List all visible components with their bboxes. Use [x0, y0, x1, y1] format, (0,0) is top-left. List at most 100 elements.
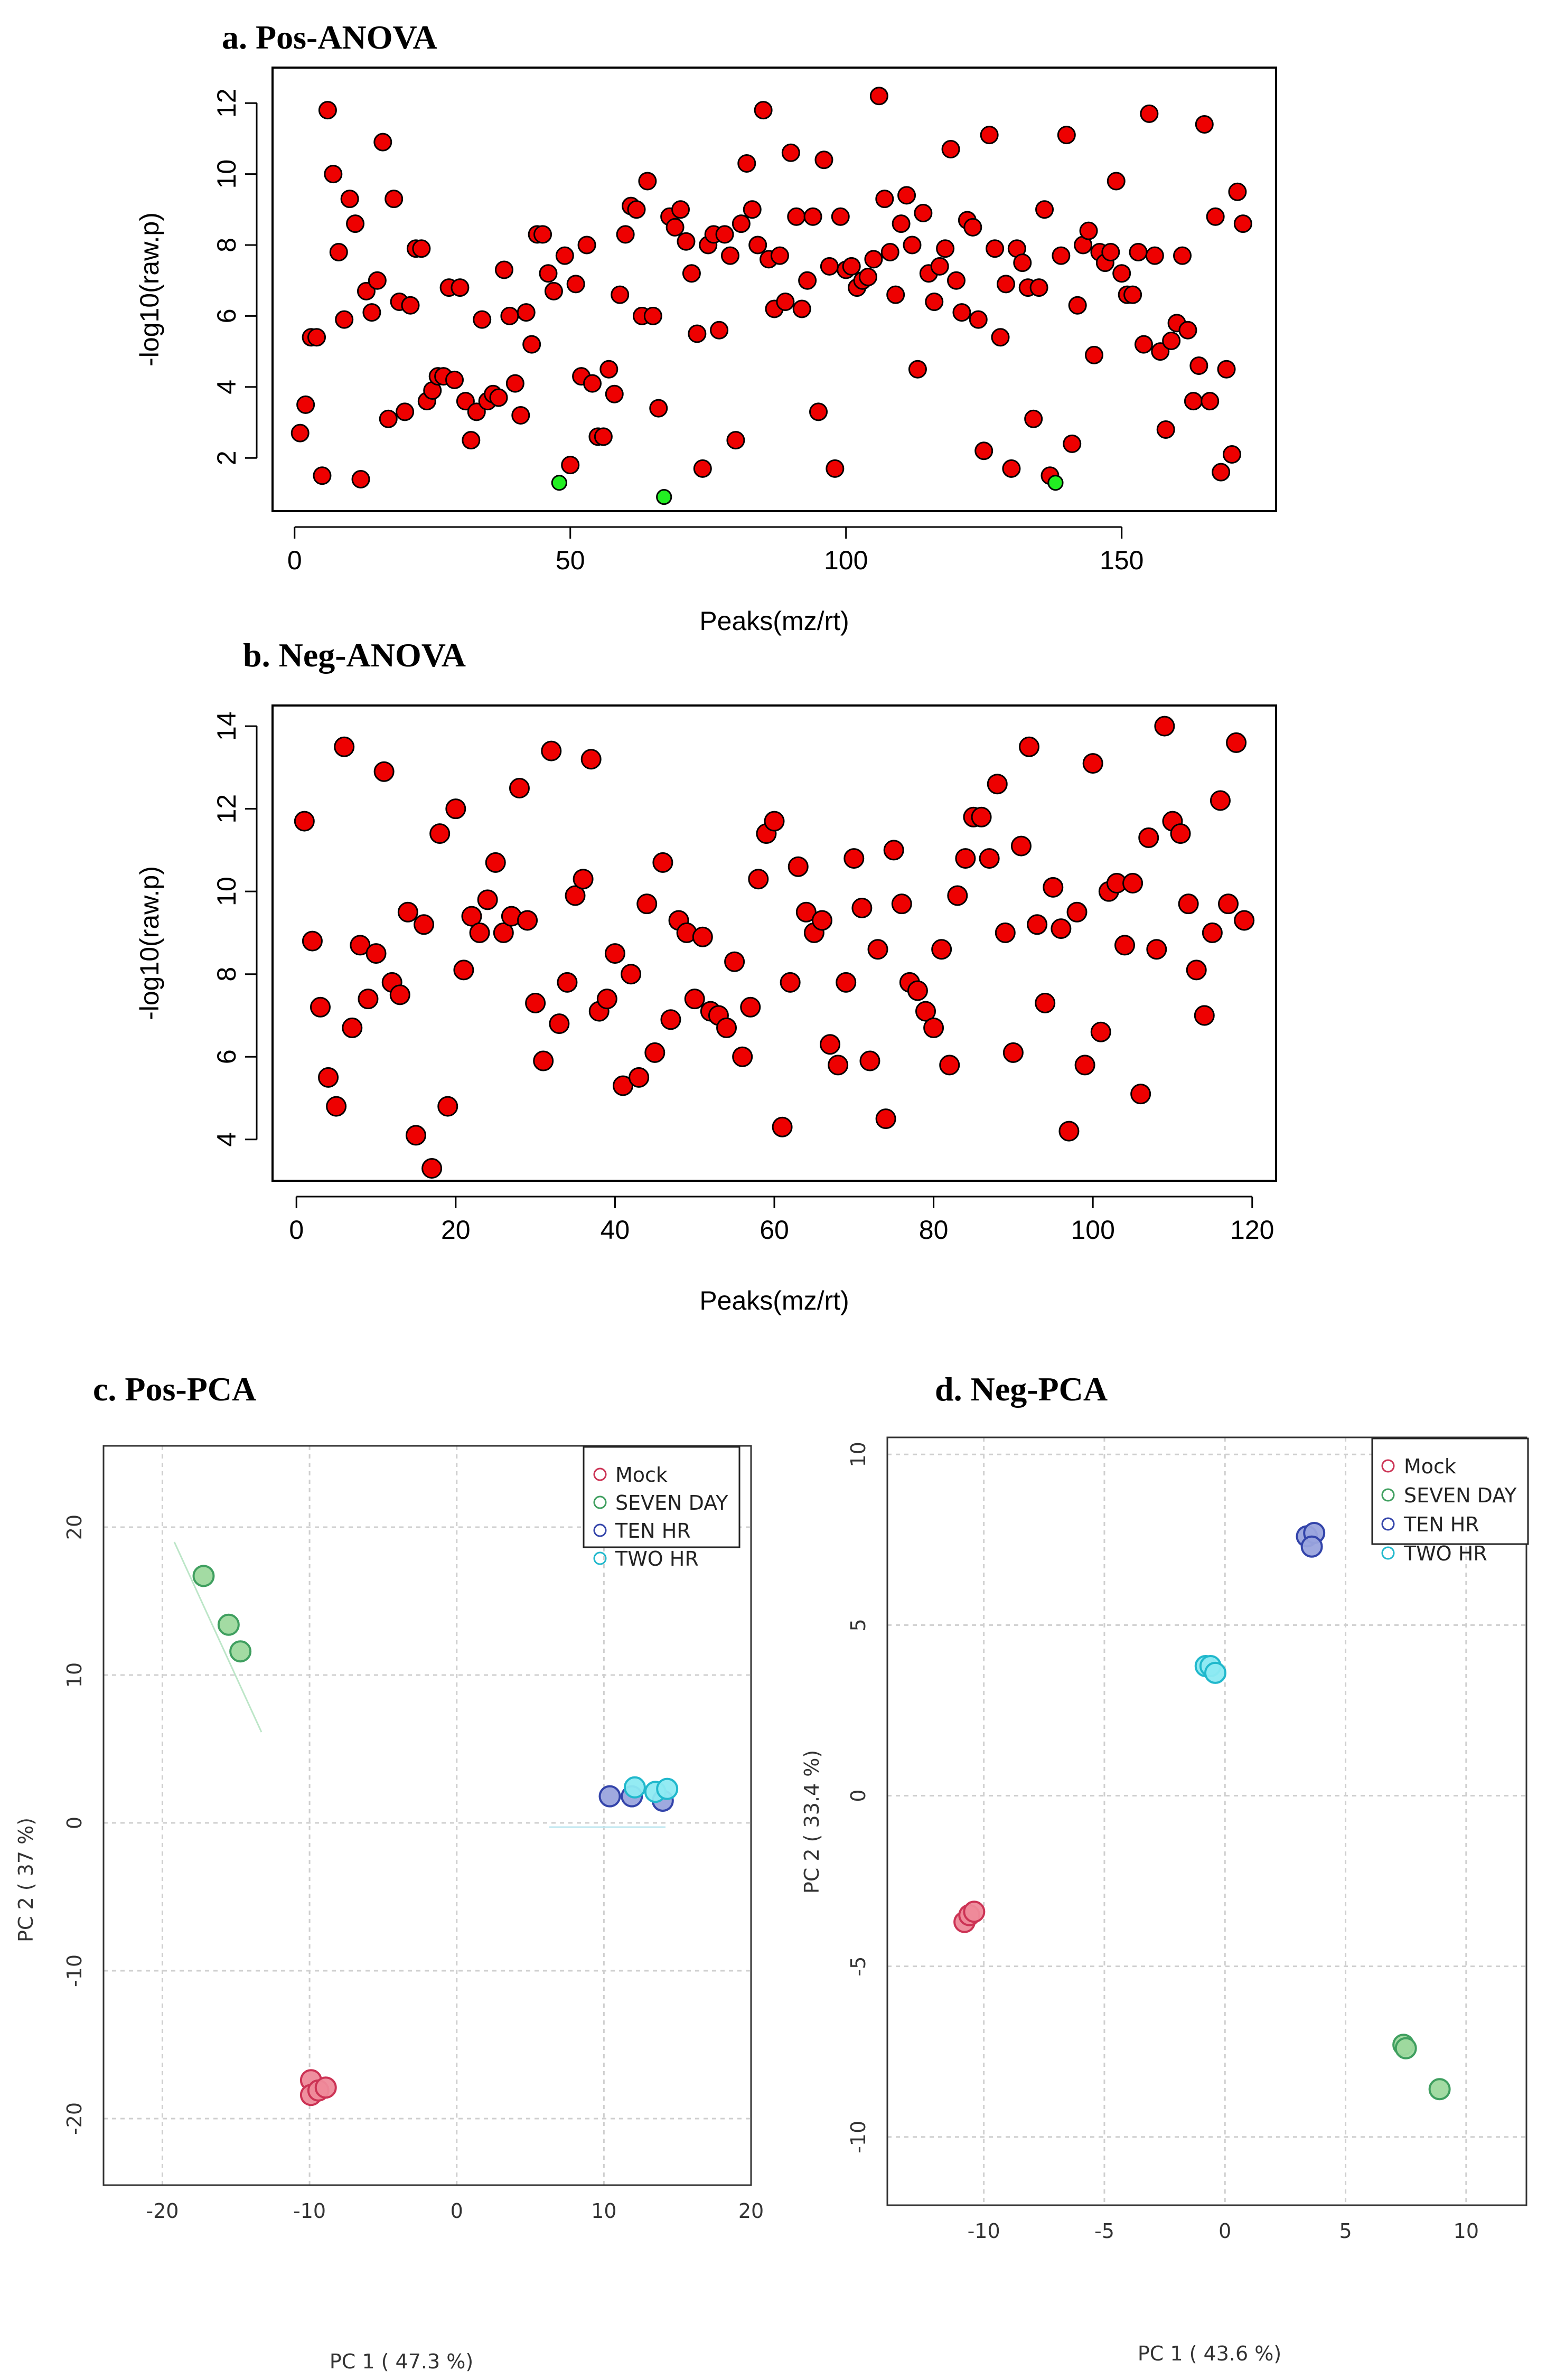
- panel-c-legend-seven-day: SEVEN DAY: [615, 1491, 728, 1514]
- data-point: [692, 926, 713, 947]
- data-point: [671, 200, 690, 219]
- data-point: [451, 278, 470, 297]
- data-point: [859, 1050, 880, 1071]
- data-point: [715, 225, 734, 244]
- pca-point-seven-day: [1394, 2037, 1417, 2059]
- data-point: [1154, 716, 1175, 737]
- panel-b-x-tick-label: 60: [760, 1215, 789, 1245]
- data-point: [1084, 345, 1103, 364]
- data-point: [611, 285, 630, 304]
- data-point: [693, 459, 712, 478]
- data-point: [726, 431, 745, 450]
- data-point: [716, 1017, 737, 1038]
- data-point: [594, 427, 613, 446]
- data-point: [897, 186, 916, 205]
- data-point: [980, 126, 999, 145]
- data-point: [1234, 910, 1255, 931]
- data-point: [557, 972, 578, 993]
- panel-d-legend: Mock SEVEN DAY TEN HR TWO HR: [1371, 1437, 1529, 1565]
- panel-d-y-tick-label: 10: [847, 1442, 870, 1467]
- data-point: [1123, 285, 1142, 304]
- data-point: [566, 275, 585, 294]
- data-point: [365, 943, 387, 964]
- data-point: [445, 798, 466, 820]
- panel-d-legend-box: [1371, 1437, 1529, 1545]
- panel-b-y-tick-label: 14: [212, 711, 241, 741]
- panel-d-legend-seven-day: SEVEN DAY: [1404, 1484, 1517, 1507]
- data-point: [1035, 200, 1054, 219]
- data-point: [379, 409, 398, 428]
- data-point: [599, 360, 618, 379]
- data-point: [541, 740, 562, 761]
- data-point: [1140, 104, 1159, 123]
- data-point: [880, 242, 899, 261]
- data-point: [688, 324, 707, 343]
- data-point: [770, 246, 789, 265]
- panel-d-y-tick-label: 5: [847, 1619, 870, 1631]
- panel-c-legend-ten-hr: TEN HR: [615, 1519, 691, 1542]
- data-point: [629, 1067, 650, 1088]
- data-point: [1027, 914, 1048, 935]
- panel-b-x-tick-label: 80: [919, 1215, 949, 1245]
- data-point: [1138, 827, 1159, 848]
- data-point: [720, 246, 739, 265]
- data-point: [636, 893, 658, 915]
- pca-point-seven-day: [192, 1565, 215, 1587]
- data-point: [1184, 392, 1203, 411]
- data-point: [987, 774, 1008, 795]
- data-point: [1228, 182, 1247, 201]
- panel-d-plot-frame: [886, 1436, 1527, 2206]
- data-point: [908, 360, 927, 379]
- panel-d-legend-two-hr-marker: [1381, 1546, 1395, 1560]
- data-point: [867, 939, 888, 960]
- data-point: [437, 1096, 458, 1117]
- panel-c-seven-day-ellipse: [173, 1541, 263, 1733]
- data-point: [485, 852, 506, 873]
- data-point: [851, 897, 873, 918]
- data-point: [1063, 434, 1082, 453]
- data-point: [1173, 246, 1192, 265]
- data-point: [577, 236, 596, 255]
- data-point: [389, 984, 410, 1005]
- data-point: [665, 218, 685, 237]
- data-point: [397, 901, 418, 923]
- data-point: [1145, 246, 1164, 265]
- data-point: [604, 943, 625, 964]
- pca-point-two-hr: [1204, 1661, 1226, 1684]
- data-point: [290, 424, 310, 443]
- panel-b: b. Neg-ANOVA 0 20 40 60 80 100 120 4 6 8 10 12 14 Pe…: [135, 636, 1277, 1315]
- data-point: [974, 441, 993, 460]
- panel-c-axes: -20 -10 0 10 20 -20 -10 0 10 20: [63, 1514, 764, 2223]
- data-point: [754, 101, 773, 120]
- data-point: [493, 922, 514, 943]
- panel-c-grid: [104, 1446, 752, 2185]
- data-point: [677, 232, 696, 251]
- data-point: [780, 972, 801, 993]
- panel-a-axes: 0 50 100 150 2 4 6 8 10 12: [212, 88, 1143, 575]
- data-point-highlight: [656, 489, 672, 505]
- data-point: [963, 218, 982, 237]
- data-point: [616, 225, 635, 244]
- panel-c-legend: Mock SEVEN DAY TEN HR TWO HR: [583, 1446, 740, 1570]
- panel-a-y-axis-label: -log10(raw.p): [135, 212, 164, 366]
- data-point: [385, 190, 404, 209]
- panel-d-title: d. Neg-PCA: [935, 1370, 1108, 1408]
- panel-b-x-tick-label: 100: [1071, 1215, 1114, 1245]
- panel-b-x-axis-label: Peaks(mz/rt): [699, 1286, 849, 1315]
- data-point: [748, 869, 769, 890]
- data-point: [858, 267, 877, 286]
- panel-c-x-tick-label: -20: [146, 2199, 179, 2223]
- pca-point-ten-hr: [598, 1785, 621, 1808]
- data-point: [991, 328, 1010, 347]
- panel-a-x-tick-label: 50: [556, 545, 585, 575]
- panel-c-legend-seven-day-marker: [593, 1495, 607, 1509]
- data-point: [335, 310, 354, 329]
- data-point: [1151, 342, 1170, 361]
- data-point: [517, 303, 536, 322]
- data-point: [1210, 790, 1231, 811]
- data-point: [1051, 918, 1072, 939]
- data-point: [477, 889, 498, 910]
- data-point: [826, 459, 845, 478]
- data-point: [1029, 278, 1048, 297]
- panel-c-y-tick-label: -10: [63, 1954, 86, 1987]
